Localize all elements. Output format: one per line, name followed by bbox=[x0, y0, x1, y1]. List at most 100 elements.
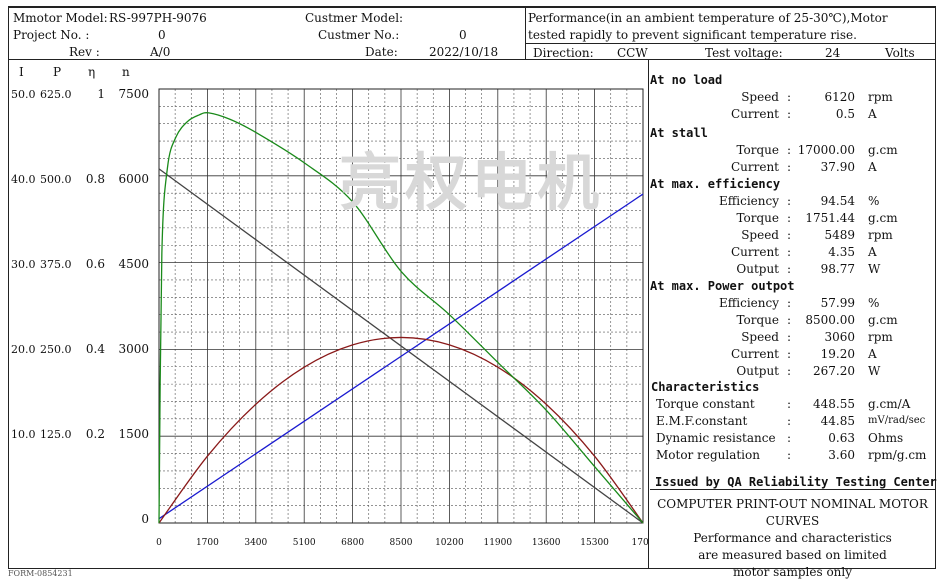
result-unit: A bbox=[868, 160, 877, 174]
result-unit: W bbox=[868, 262, 881, 276]
result-unit: Ohms bbox=[868, 431, 904, 445]
axis-header-i: I bbox=[19, 65, 24, 79]
scale-n-label: 7500 bbox=[118, 87, 149, 101]
footer-note-line: are measured based on limited bbox=[698, 548, 887, 562]
x-tick-label: 10200 bbox=[435, 538, 464, 548]
customer-no-value: 0 bbox=[459, 28, 467, 42]
x-tick-label: 13600 bbox=[532, 538, 561, 548]
result-unit: A bbox=[868, 347, 877, 361]
result-label: Output bbox=[736, 262, 779, 276]
scale-p-label: 250.0 bbox=[40, 343, 72, 356]
result-label: Torque bbox=[736, 143, 779, 157]
x-tick-label: 3400 bbox=[244, 538, 267, 548]
section-title-max-efficiency: At max. efficiency bbox=[650, 177, 781, 191]
result-label: Speed bbox=[741, 90, 779, 104]
scale-eta-label: 0.4 bbox=[85, 342, 105, 356]
scale-p-label: 375.0 bbox=[40, 258, 72, 271]
result-unit: % bbox=[868, 194, 880, 208]
result-label: E.M.F.constant bbox=[656, 414, 748, 428]
result-sep: : bbox=[787, 397, 792, 411]
x-tick-label: 15300 bbox=[580, 538, 609, 548]
x-tick-label: 1700 bbox=[196, 538, 219, 548]
rev-value: A/0 bbox=[150, 45, 171, 59]
series-line-efficiency bbox=[158, 112, 644, 524]
result-label: Dynamic resistance bbox=[656, 431, 776, 445]
result-unit: mV/rad/sec bbox=[868, 415, 926, 426]
result-sep: : bbox=[787, 143, 792, 157]
scale-n-label: 1500 bbox=[118, 427, 149, 441]
result-value: 0.63 bbox=[828, 431, 855, 445]
project-no-value: 0 bbox=[158, 28, 166, 42]
footer-note-line: Performance and characteristics bbox=[693, 531, 892, 545]
result-value: 17000.00 bbox=[797, 143, 855, 157]
motor-curve-chart: 0 1700 3400 5100 6800 8500 10200 11900 13600 1530… bbox=[156, 88, 648, 548]
scale-i-label: 10.0 bbox=[11, 428, 36, 441]
result-sep: : bbox=[787, 107, 792, 121]
scale-n-label: 6000 bbox=[118, 172, 149, 186]
result-unit: W bbox=[868, 364, 881, 378]
section-title-characteristics: Characteristics bbox=[651, 380, 760, 394]
result-label: Current bbox=[730, 107, 779, 121]
result-value: 267.20 bbox=[813, 364, 855, 378]
scale-eta-label: 0.2 bbox=[85, 427, 105, 441]
scale-eta-label: 0.8 bbox=[85, 172, 105, 186]
footer-note-line: motor samples only bbox=[732, 565, 853, 579]
result-value: 98.77 bbox=[820, 262, 855, 276]
issued-by: Issued by QA Reliability Testing Center bbox=[655, 475, 937, 489]
result-unit: rpm/g.cm bbox=[868, 448, 927, 462]
result-value: 94.54 bbox=[820, 194, 855, 208]
result-label: Torque bbox=[736, 313, 779, 327]
result-sep: : bbox=[787, 431, 792, 445]
result-sep: : bbox=[787, 211, 792, 225]
motor-model-value: RS-997PH-9076 bbox=[109, 11, 207, 25]
scale-n-label: 0 bbox=[141, 512, 149, 526]
result-label: Efficiency bbox=[718, 194, 779, 208]
result-sep: : bbox=[787, 313, 792, 327]
scale-i-label: 20.0 bbox=[11, 343, 36, 356]
result-value: 8500.00 bbox=[805, 313, 855, 327]
result-sep: : bbox=[787, 330, 792, 344]
series-line-output bbox=[158, 336, 644, 524]
x-tick-label: 1700 bbox=[632, 538, 648, 548]
result-unit: A bbox=[868, 245, 877, 259]
result-unit: rpm bbox=[868, 228, 893, 242]
result-value: 1751.44 bbox=[805, 211, 855, 225]
axis-header-p: P bbox=[53, 65, 62, 79]
series-line-speed bbox=[158, 168, 644, 524]
result-label: Current bbox=[730, 347, 779, 361]
customer-model-label: Custmer Model: bbox=[305, 11, 404, 25]
project-no-label: Project No. : bbox=[13, 28, 90, 42]
result-label: Current bbox=[730, 245, 779, 259]
test-voltage-unit: Volts bbox=[885, 46, 915, 60]
scale-i-label: 40.0 bbox=[11, 173, 36, 186]
scale-eta-label: 0.6 bbox=[85, 257, 105, 271]
result-label: Output bbox=[736, 364, 779, 378]
axis-header-eta: η bbox=[88, 65, 96, 79]
section-title-stall: At stall bbox=[650, 126, 708, 140]
result-unit: g.cm/A bbox=[868, 397, 911, 411]
plot-frame bbox=[158, 88, 644, 524]
header-inner-rule bbox=[525, 43, 935, 44]
result-value: 19.20 bbox=[820, 347, 855, 361]
footer-note-line: COMPUTER PRINT-OUT NOMINAL MOTOR CURVES bbox=[657, 497, 928, 528]
result-value: 44.85 bbox=[820, 414, 855, 428]
result-unit: rpm bbox=[868, 90, 893, 104]
performance-line-2: tested rapidly to prevent significant te… bbox=[528, 28, 857, 42]
x-tick-label: 5100 bbox=[293, 538, 316, 548]
result-unit: g.cm bbox=[868, 313, 898, 327]
result-value: 37.90 bbox=[820, 160, 855, 174]
date-label: Date: bbox=[365, 45, 398, 59]
scale-n-label: 4500 bbox=[118, 257, 149, 271]
issued-rule bbox=[650, 489, 935, 490]
form-number: FORM-0854231 bbox=[8, 569, 73, 578]
result-sep: : bbox=[787, 228, 792, 242]
section-title-max-power: At max. Power outpot bbox=[650, 279, 795, 293]
customer-no-label: Custmer No.: bbox=[318, 28, 400, 42]
result-unit: g.cm bbox=[868, 143, 898, 157]
direction-label: Direction: bbox=[533, 46, 594, 60]
scale-p-label: 625.0 bbox=[40, 88, 72, 101]
scale-p-label: 125.0 bbox=[40, 428, 72, 441]
result-sep: : bbox=[787, 160, 792, 174]
motor-curve-sheet: Mmotor Model: RS-997PH-9076 Custmer Mode… bbox=[8, 6, 937, 579]
result-unit: rpm bbox=[868, 330, 893, 344]
